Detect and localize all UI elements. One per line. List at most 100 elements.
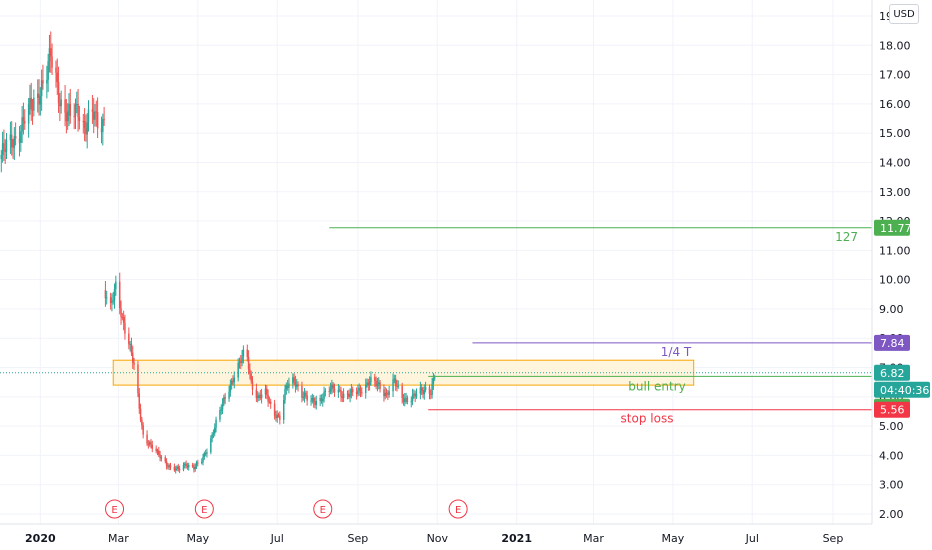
candle	[176, 465, 178, 471]
candle	[184, 461, 186, 469]
candle	[92, 98, 95, 134]
candle	[314, 397, 316, 409]
candle	[303, 388, 306, 403]
candle	[221, 398, 224, 415]
candle	[60, 90, 62, 114]
candle	[223, 394, 225, 407]
candle	[151, 440, 154, 453]
candle	[358, 383, 360, 396]
candle	[191, 462, 194, 468]
candle	[219, 406, 221, 423]
candle	[411, 388, 414, 406]
candle	[406, 395, 409, 405]
candle	[13, 127, 16, 161]
take-profit-badge: 11.77	[874, 219, 912, 236]
candle	[57, 66, 60, 113]
candle	[357, 384, 359, 397]
candle	[18, 126, 21, 157]
candle	[230, 378, 233, 390]
candle	[212, 429, 215, 438]
y-tick-label: 17.00	[879, 69, 911, 82]
candle	[293, 373, 295, 386]
candle	[211, 431, 213, 443]
candle	[397, 380, 400, 389]
candle	[73, 103, 75, 130]
candle	[76, 91, 78, 114]
candle	[385, 388, 388, 398]
candle	[86, 113, 88, 149]
quarter-target-label: 1/4 T	[661, 345, 692, 359]
quarter-target-badge: 7.84	[874, 334, 910, 351]
y-tick-label: 3.00	[879, 479, 904, 492]
candle	[232, 375, 234, 386]
candle	[311, 393, 314, 404]
candle	[85, 114, 87, 142]
candle	[213, 423, 216, 437]
x-tick-label: Nov	[427, 532, 449, 545]
candle	[128, 327, 130, 350]
candle	[359, 385, 362, 398]
candle	[96, 97, 99, 139]
candle	[202, 453, 204, 466]
candle	[48, 34, 51, 73]
level-layer[interactable]: 127 1/4 T bull entry stop loss	[0, 227, 872, 426]
candle	[414, 390, 416, 403]
candle	[56, 58, 59, 95]
candle	[121, 312, 124, 321]
price-axis[interactable]: 2.003.004.005.006.007.008.009.0010.0011.…	[879, 10, 911, 521]
candle	[130, 337, 133, 356]
candle	[294, 375, 297, 393]
candle	[164, 455, 167, 464]
candle	[430, 389, 432, 400]
candle	[250, 370, 252, 384]
candle	[148, 440, 151, 447]
countdown-badge: 04:40:36	[874, 381, 930, 398]
candle	[413, 389, 415, 399]
candle	[366, 378, 368, 388]
candle	[387, 390, 389, 400]
earnings-marker[interactable]: E	[313, 499, 333, 519]
candle	[233, 371, 236, 389]
candle	[255, 383, 258, 402]
candle	[420, 383, 423, 396]
candle	[160, 454, 163, 462]
candle	[46, 65, 48, 99]
y-tick-label: 2.00	[879, 508, 904, 521]
candle	[155, 445, 157, 454]
earnings-marker[interactable]: E	[105, 499, 125, 519]
x-tick-label: 2021	[501, 532, 532, 545]
earnings-marker[interactable]: E	[194, 499, 214, 519]
candle	[275, 410, 277, 422]
candle	[266, 385, 268, 400]
candle	[256, 391, 259, 403]
candle	[195, 460, 198, 469]
candle	[312, 394, 315, 408]
candle	[383, 384, 385, 402]
time-axis[interactable]: 2020 Mar May Jul Sep Nov 2021 Mar May Jul Sep	[25, 532, 843, 545]
candle	[246, 344, 249, 362]
currency-button[interactable]: USD	[889, 4, 919, 24]
candle	[377, 377, 380, 390]
x-tick-label: Jul	[270, 532, 284, 545]
candle	[203, 451, 206, 460]
x-tick-label: Sep	[823, 532, 844, 545]
candle	[394, 374, 397, 391]
candle	[355, 387, 358, 400]
candle	[146, 430, 148, 447]
candle	[433, 374, 436, 381]
candle	[12, 138, 14, 159]
candle	[64, 84, 66, 127]
candle	[282, 394, 285, 424]
candle	[113, 283, 116, 309]
candle	[115, 275, 117, 296]
candle	[1, 131, 4, 163]
stop-loss-badge: 5.56	[874, 401, 910, 418]
candle	[210, 435, 212, 455]
candle	[242, 345, 245, 364]
grid-layer	[0, 0, 872, 524]
earnings-marker[interactable]: E	[448, 499, 468, 519]
candle	[91, 95, 94, 124]
